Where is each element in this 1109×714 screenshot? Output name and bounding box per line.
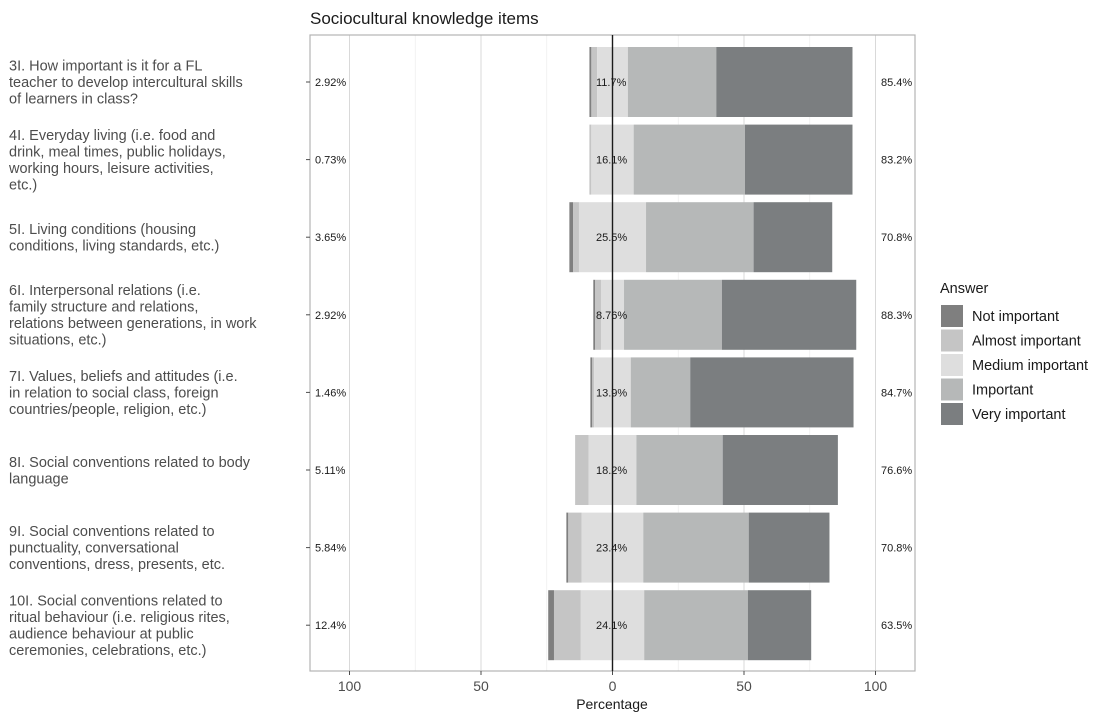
left-percent-label: 2.92%: [315, 77, 346, 89]
bar-important: [627, 47, 717, 117]
y-category-label: 6I. Interpersonal relations (i.e.: [9, 283, 201, 299]
y-category-label: ceremonies, celebrations, etc.): [9, 643, 206, 659]
y-category-label: punctuality, conversational: [9, 541, 179, 557]
legend-key: [941, 403, 963, 425]
middle-percent-label: 16.1%: [596, 155, 627, 167]
legend-label: Very important: [972, 407, 1066, 423]
y-category-label: 3I. How important is it for a FL: [9, 59, 202, 75]
middle-percent-label: 11.7%: [596, 77, 627, 89]
bar-important: [633, 124, 745, 195]
bar-very-important: [722, 435, 838, 505]
right-percent-label: 88.3%: [881, 310, 912, 322]
bar-very-important: [748, 512, 830, 583]
y-category-label: teacher to develop intercultural skills: [9, 75, 243, 91]
bar-almost-important: [592, 357, 595, 428]
y-category-label: language: [9, 471, 69, 487]
y-category-label: relations between generations, in work: [9, 316, 257, 332]
y-category-label: drink, meal times, public holidays,: [9, 144, 226, 160]
x-tick-label: 100: [864, 678, 888, 694]
bar-not-important: [589, 47, 592, 117]
bar-not-important: [593, 279, 596, 350]
y-category-label: 7I. Values, beliefs and attitudes (i.e.: [9, 369, 238, 385]
right-percent-label: 63.5%: [881, 620, 912, 632]
y-category-label: conventions, dress, presents, etc.: [9, 557, 225, 573]
bar-almost-important: [553, 590, 581, 661]
y-category-label: 8I. Social conventions related to body: [9, 455, 251, 471]
middle-percent-label: 18.2%: [596, 465, 627, 477]
middle-percent-label: 24.1%: [596, 620, 627, 632]
x-tick-label: 0: [609, 678, 617, 694]
bar-important: [643, 512, 749, 583]
right-percent-label: 85.4%: [881, 77, 912, 89]
bar-almost-important: [595, 279, 601, 350]
bar-not-important: [590, 357, 593, 428]
legend-key: [941, 305, 963, 327]
legend-label: Not important: [972, 309, 1059, 325]
left-percent-label: 2.92%: [315, 310, 346, 322]
left-percent-label: 3.65%: [315, 232, 346, 244]
y-category-label: 4I. Everyday living (i.e. food and: [9, 128, 215, 144]
y-category-label: 5I. Living conditions (housing: [9, 222, 196, 238]
left-percent-label: 1.46%: [315, 387, 346, 399]
x-axis-label: Percentage: [576, 696, 648, 712]
bar-very-important: [716, 47, 853, 117]
y-category-label: conditions, living standards, etc.): [9, 238, 219, 254]
right-percent-label: 76.6%: [881, 465, 912, 477]
bar-not-important: [566, 512, 569, 583]
left-percent-label: 12.4%: [315, 620, 346, 632]
bar-almost-important: [568, 512, 582, 583]
middle-percent-label: 23.4%: [596, 543, 627, 555]
y-category-label: working hours, leisure activities,: [8, 161, 214, 177]
middle-percent-label: 25.5%: [596, 232, 627, 244]
left-percent-label: 5.84%: [315, 543, 346, 555]
bar-important: [646, 202, 754, 273]
left-percent-label: 0.73%: [315, 155, 346, 167]
legend-label: Important: [972, 383, 1033, 399]
right-percent-label: 83.2%: [881, 155, 912, 167]
middle-percent-label: 8.76%: [596, 310, 627, 322]
chart-title: Sociocultural knowledge items: [310, 9, 539, 28]
x-tick-label: 50: [736, 678, 752, 694]
y-category-label: of learners in class?: [9, 92, 138, 108]
y-category-label: audience behaviour at public: [9, 626, 194, 642]
bar-almost-important: [575, 435, 589, 505]
bar-almost-important: [591, 47, 598, 117]
y-category-label: situations, etc.): [9, 333, 107, 349]
y-category-label: etc.): [9, 177, 37, 193]
right-percent-label: 84.7%: [881, 387, 912, 399]
legend-key: [941, 354, 963, 376]
bar-important: [624, 279, 722, 350]
bar-not-important: [569, 202, 574, 273]
y-category-label: 9I. Social conventions related to: [9, 524, 215, 540]
bar-almost-important: [589, 124, 592, 195]
y-category-label: 10I. Social conventions related to: [9, 593, 223, 609]
y-category-label: ritual behaviour (i.e. religious rites,: [9, 610, 230, 626]
y-category-label: family structure and relations,: [9, 300, 198, 316]
bar-very-important: [744, 124, 853, 195]
middle-percent-label: 13.9%: [596, 387, 627, 399]
legend-title: Answer: [940, 281, 989, 297]
bar-important: [644, 590, 748, 661]
bar-very-important: [753, 202, 833, 273]
right-percent-label: 70.8%: [881, 543, 912, 555]
y-category-label: countries/people, religion, etc.): [9, 402, 206, 418]
bar-not-important: [548, 590, 554, 661]
right-percent-label: 70.8%: [881, 232, 912, 244]
legend-label: Medium important: [972, 358, 1088, 374]
bar-important: [630, 357, 691, 428]
bar-very-important: [721, 279, 857, 350]
legend-label: Almost important: [972, 334, 1081, 350]
legend-key: [941, 378, 963, 401]
bar-almost-important: [573, 202, 579, 273]
bar-important: [636, 435, 723, 505]
bar-very-important: [747, 590, 812, 661]
y-category-label: in relation to social class, foreign: [9, 385, 219, 401]
left-percent-label: 5.11%: [315, 465, 346, 477]
bar-very-important: [690, 357, 854, 428]
x-tick-label: 50: [473, 678, 489, 694]
legend-key: [941, 329, 963, 352]
x-tick-label: 100: [338, 678, 362, 694]
